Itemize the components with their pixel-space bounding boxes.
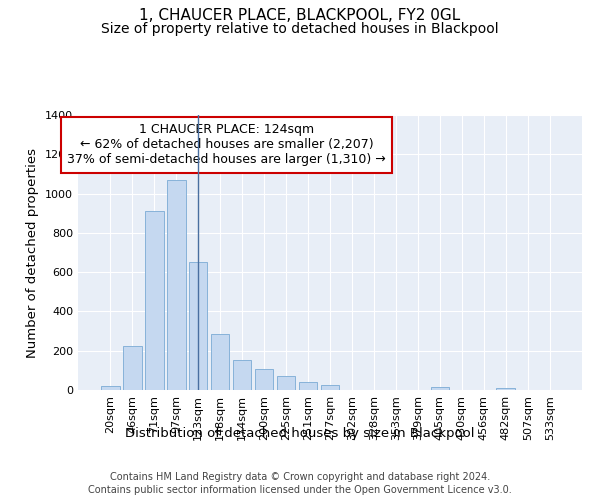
Bar	[123, 346, 142, 390]
Bar	[431, 387, 449, 390]
Bar	[496, 388, 515, 390]
Bar	[233, 360, 251, 390]
Text: Size of property relative to detached houses in Blackpool: Size of property relative to detached ho…	[101, 22, 499, 36]
Text: Contains public sector information licensed under the Open Government Licence v3: Contains public sector information licen…	[88, 485, 512, 495]
Bar	[255, 370, 274, 390]
Bar	[320, 385, 340, 390]
Bar	[299, 382, 317, 390]
Text: 1 CHAUCER PLACE: 124sqm
← 62% of detached houses are smaller (2,207)
37% of semi: 1 CHAUCER PLACE: 124sqm ← 62% of detache…	[67, 123, 386, 166]
Bar	[167, 180, 185, 390]
Bar	[101, 386, 119, 390]
Text: Distribution of detached houses by size in Blackpool: Distribution of detached houses by size …	[125, 428, 475, 440]
Text: 1, CHAUCER PLACE, BLACKPOOL, FY2 0GL: 1, CHAUCER PLACE, BLACKPOOL, FY2 0GL	[139, 8, 461, 22]
Y-axis label: Number of detached properties: Number of detached properties	[26, 148, 40, 358]
Text: Contains HM Land Registry data © Crown copyright and database right 2024.: Contains HM Land Registry data © Crown c…	[110, 472, 490, 482]
Bar	[145, 211, 164, 390]
Bar	[211, 334, 229, 390]
Bar	[277, 376, 295, 390]
Bar	[189, 262, 208, 390]
